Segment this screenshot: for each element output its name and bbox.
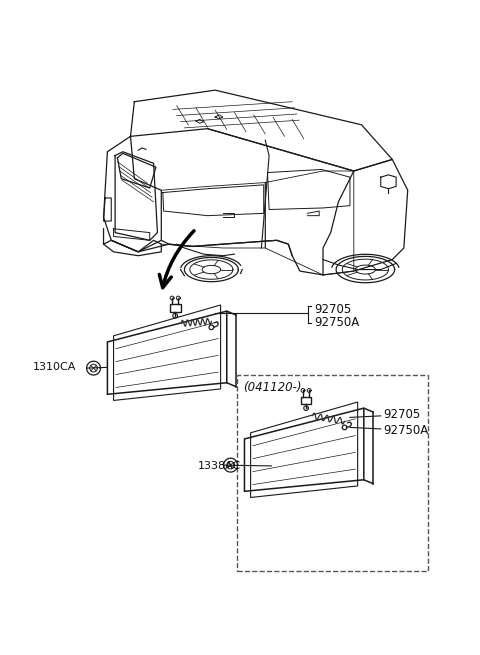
Text: 92705: 92705 xyxy=(314,303,351,316)
Text: (041120-): (041120-) xyxy=(243,381,301,394)
Bar xyxy=(300,397,312,404)
Text: 92705: 92705 xyxy=(383,408,420,421)
Text: 92750A: 92750A xyxy=(314,316,359,329)
Text: 1310CA: 1310CA xyxy=(33,362,77,372)
Text: 92750A: 92750A xyxy=(383,424,428,437)
Bar xyxy=(170,304,180,312)
Bar xyxy=(237,375,428,571)
Text: 1338AC: 1338AC xyxy=(197,461,240,471)
